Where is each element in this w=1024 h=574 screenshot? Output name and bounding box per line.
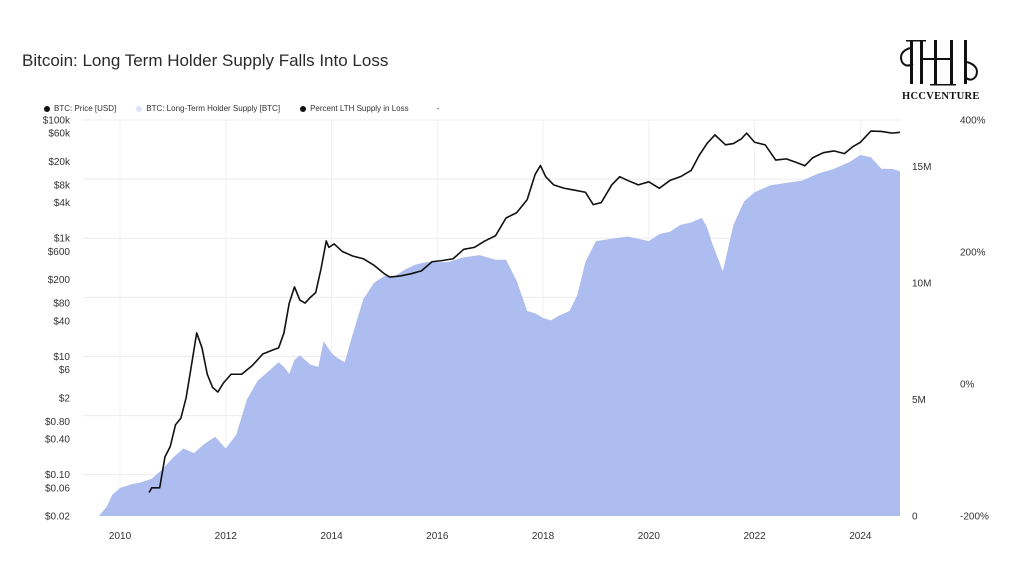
y-left-tick-label: $80 (53, 299, 70, 310)
series-lth-supply-area (83, 154, 900, 517)
y-mid-tick-label: 10M (912, 279, 931, 290)
legend-lth-supply-label: BTC: Long-Term Holder Supply [BTC] (146, 104, 281, 113)
y-left-tick-label: $0.40 (45, 435, 70, 446)
hccventure-logo (896, 36, 986, 106)
chart-legend: BTC: Price [USD] BTC: Long-Term Holder S… (44, 104, 439, 113)
logo-text: HCCVENTURE (902, 91, 980, 102)
legend-lth-loss-swatch (300, 105, 307, 112)
x-tick-label: 2022 (743, 531, 766, 542)
x-tick-label: 2010 (109, 531, 132, 542)
y-left-tick-label: $0.02 (45, 512, 70, 523)
y-left-tick-label: $0.06 (45, 483, 70, 494)
y-left-tick-label: $0.80 (45, 417, 70, 428)
y-right-tick-label: 200% (960, 248, 986, 259)
y-left-tick-label: $2 (59, 393, 71, 404)
series-price-line (148, 130, 901, 493)
y-left-tick-label: $200 (48, 275, 71, 286)
y-left-tick-label: $600 (48, 247, 71, 258)
legend-price-label: BTC: Price [USD] (54, 104, 117, 113)
legend-item-lth-supply[interactable]: BTC: Long-Term Holder Supply [BTC] (136, 104, 280, 113)
legend-price-swatch (44, 105, 50, 112)
y-left-tick-label: $4k (54, 198, 71, 209)
x-tick-label: 2024 (849, 531, 872, 542)
x-tick-label: 2018 (532, 531, 555, 542)
y-left-tick-label: $1k (54, 234, 71, 245)
legend-lth-supply-swatch (136, 105, 143, 112)
y-left-tick-label: $60k (48, 129, 71, 140)
x-tick-label: 2020 (638, 531, 661, 542)
chart-title: Bitcoin: Long Term Holder Supply Falls I… (22, 51, 389, 70)
x-tick-label: 2016 (426, 531, 449, 542)
legend-item-extra: - (437, 104, 440, 113)
y-left-tick-label: $10 (53, 352, 70, 363)
y-left-tick-label: $20k (48, 157, 71, 168)
x-tick-label: 2014 (320, 531, 343, 542)
legend-item-price[interactable]: BTC: Price [USD] (44, 104, 116, 113)
x-tick-label: 2012 (215, 531, 238, 542)
legend-lth-loss-label: Percent LTH Supply in Loss (310, 104, 409, 113)
legend-extra-label: - (436, 104, 440, 113)
logo-mark-icon (900, 40, 978, 86)
y-mid-tick-label: 5M (912, 395, 926, 406)
y-right-tick-label: 0% (960, 380, 975, 391)
y-left-tick-label: $8k (54, 180, 71, 191)
legend-item-lth-loss[interactable]: Percent LTH Supply in Loss (300, 104, 409, 113)
y-mid-tick-label: 0 (912, 512, 918, 523)
y-left-tick-label: $6 (59, 365, 71, 376)
y-mid-tick-label: 15M (912, 162, 931, 173)
y-left-tick-label: $100k (43, 116, 71, 127)
y-left-tick-label: $40 (53, 316, 70, 327)
y-right-tick-label: 400% (960, 116, 986, 127)
y-right-tick-label: -200% (960, 512, 989, 523)
y-left-tick-label: $0.10 (45, 470, 70, 481)
